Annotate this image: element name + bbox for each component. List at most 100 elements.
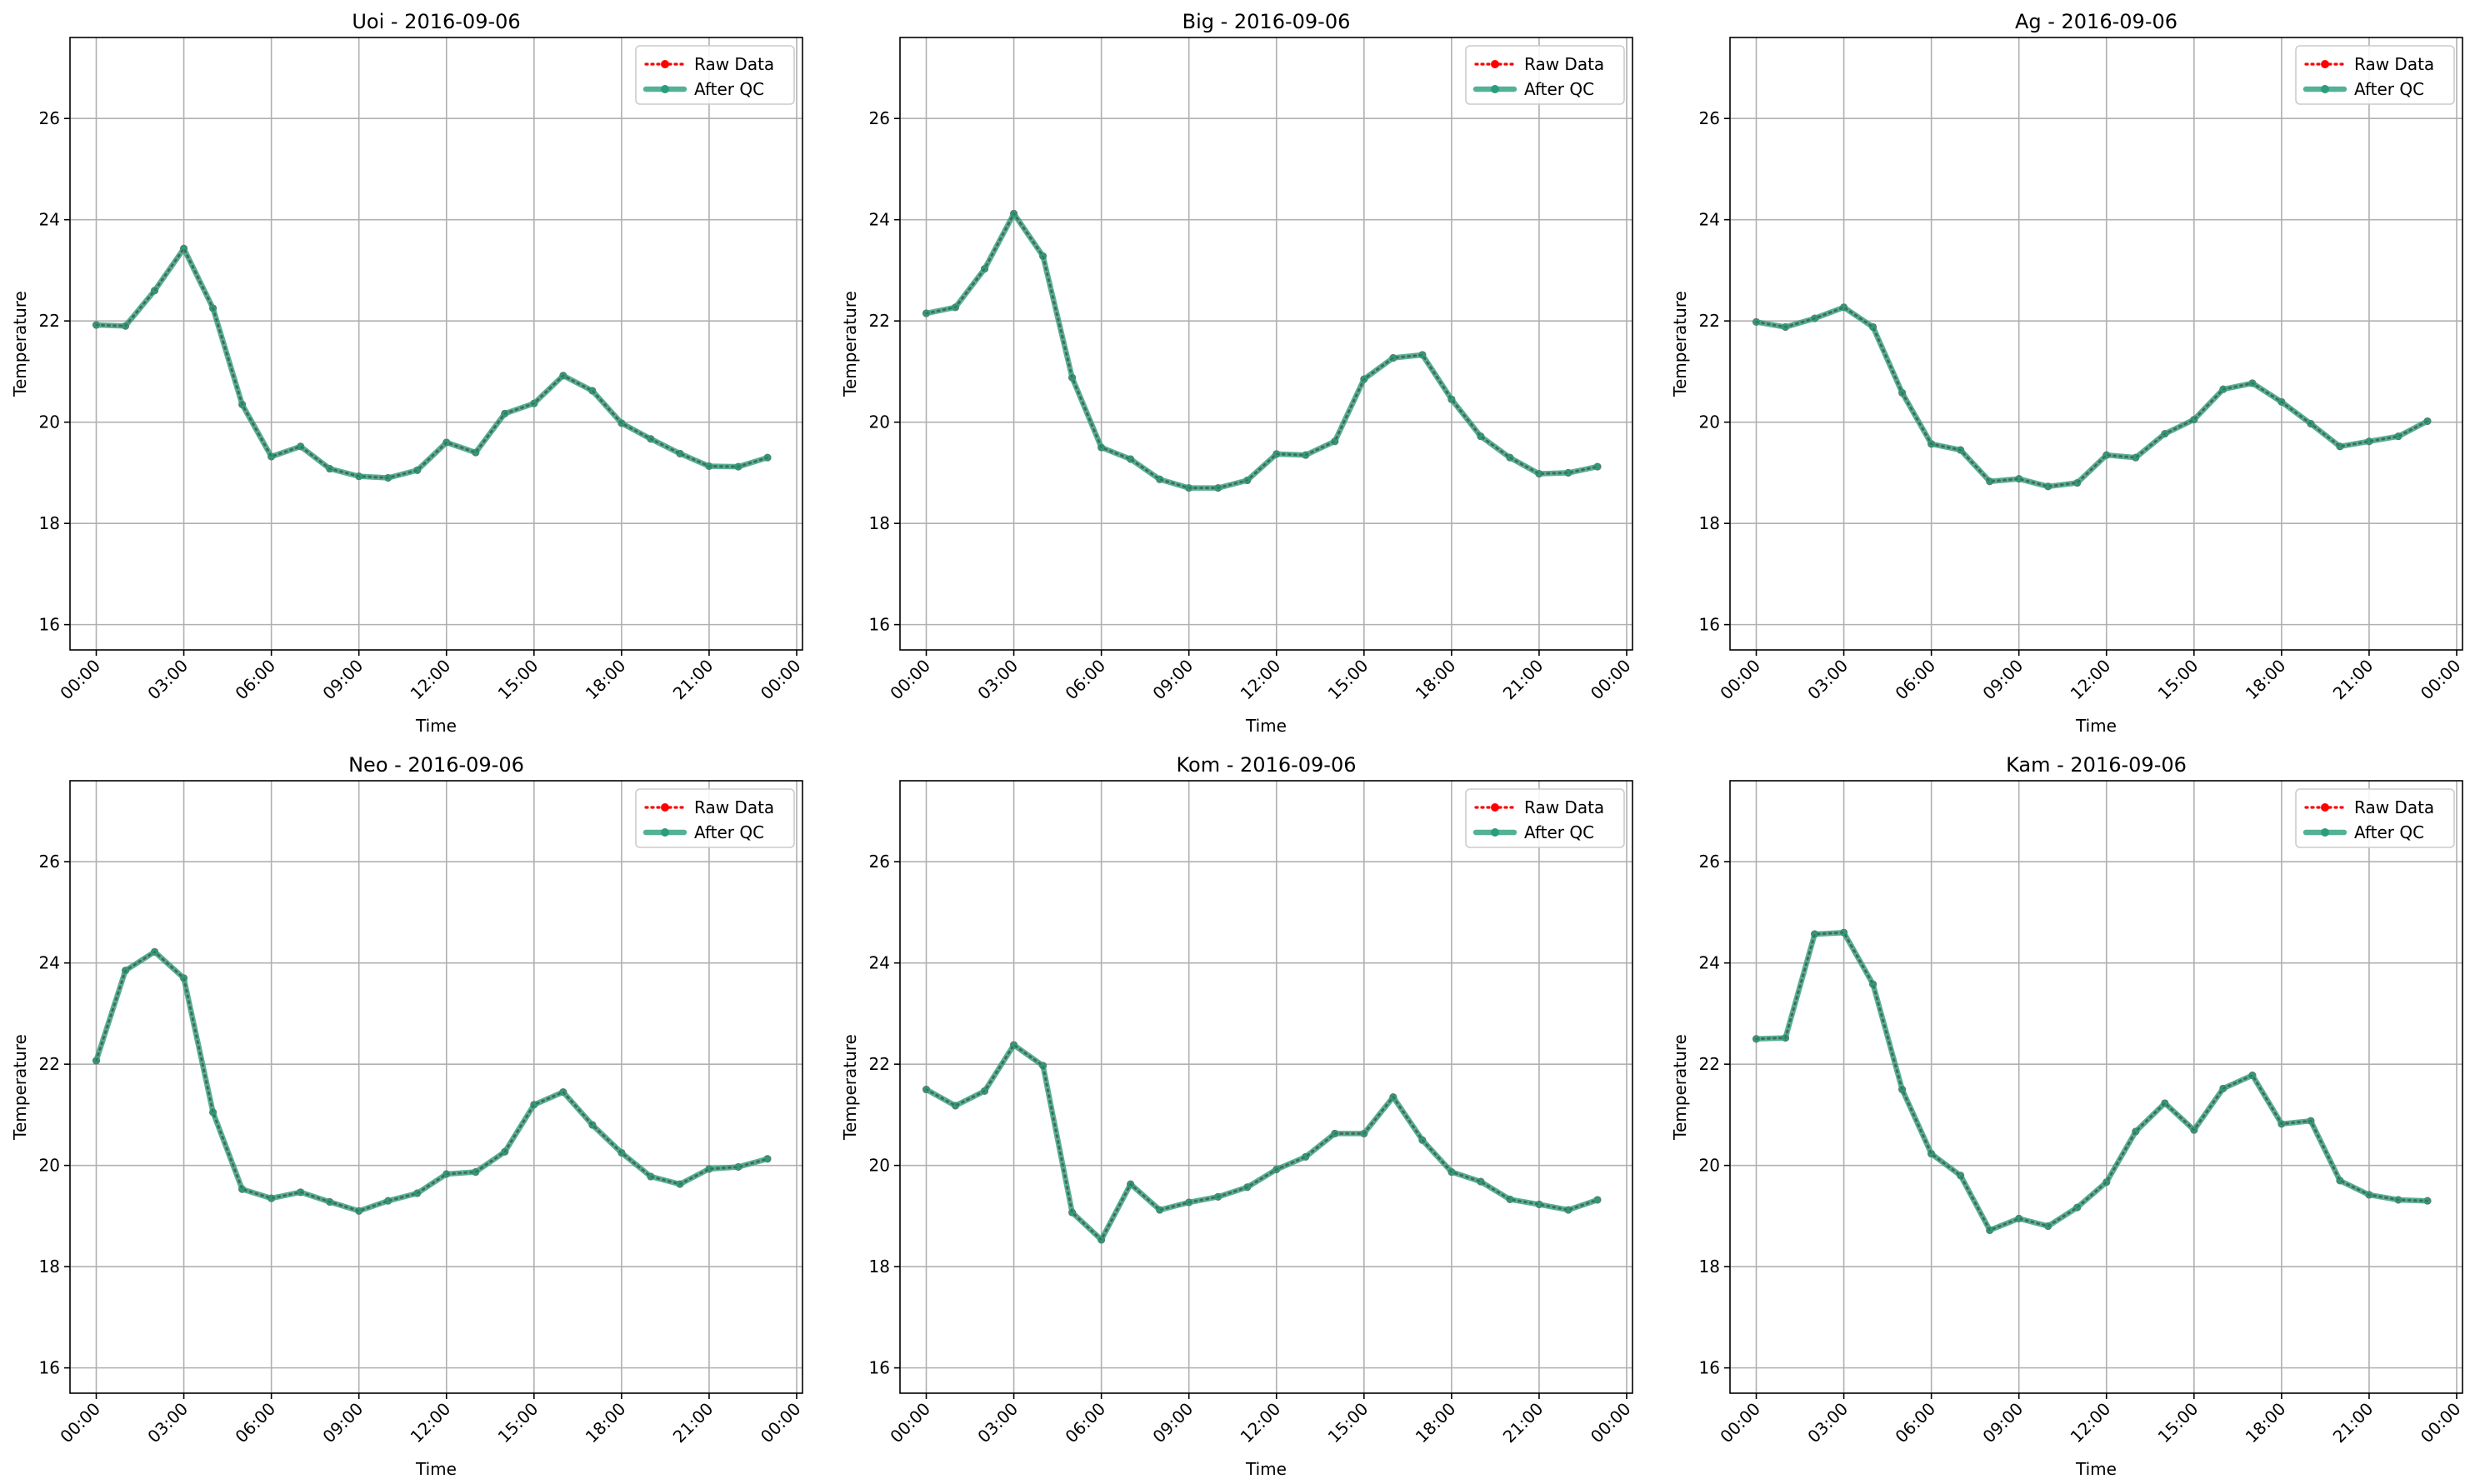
data-point-after-qc bbox=[1564, 468, 1572, 477]
subplot-title: Big - 2016-09-06 bbox=[1182, 10, 1351, 33]
subplot-2: 00:00 03:00 06:00 09:00 12:00 15:00 18:00 21:00… bbox=[840, 10, 1635, 736]
y-tick-label: 26 bbox=[39, 108, 60, 128]
x-tick-label: 15:00 bbox=[494, 1399, 542, 1447]
subplot-title: Kom - 2016-09-06 bbox=[1177, 753, 1357, 777]
x-tick-label: 15:00 bbox=[1324, 1399, 1372, 1447]
x-tick-label: 06:00 bbox=[231, 656, 279, 704]
data-point-after-qc bbox=[1593, 462, 1602, 471]
x-tick-label: 03:00 bbox=[1803, 656, 1852, 704]
legend: Raw Data After QC bbox=[1465, 788, 1625, 848]
axes-frame bbox=[1729, 780, 2463, 1394]
x-tick-label: 00:00 bbox=[757, 656, 805, 704]
data-point-after-qc bbox=[384, 1197, 392, 1205]
legend-marker-raw-data bbox=[2321, 60, 2329, 68]
legend-marker-after-qc bbox=[661, 828, 669, 837]
legend-marker-after-qc bbox=[2321, 828, 2329, 837]
legend: Raw Data After QC bbox=[1465, 45, 1625, 105]
legend-marker-raw-data bbox=[1491, 803, 1499, 812]
legend-label-raw-data: Raw Data bbox=[694, 54, 774, 74]
y-tick-label: 26 bbox=[869, 108, 890, 128]
legend-label-raw-data: Raw Data bbox=[1524, 54, 1604, 74]
y-tick-label: 18 bbox=[1699, 513, 1720, 533]
x-tick-label: 06:00 bbox=[1891, 656, 1939, 704]
x-tick-label: 12:00 bbox=[2067, 1399, 2115, 1447]
y-axis-label: Temperature bbox=[840, 291, 860, 397]
x-tick-label: 00:00 bbox=[56, 1399, 104, 1447]
x-tick-label: 21:00 bbox=[1499, 1399, 1548, 1447]
data-point-after-qc bbox=[2015, 475, 2023, 483]
x-tick-label: 06:00 bbox=[1061, 1399, 1109, 1447]
legend-label-after-qc: After QC bbox=[2354, 822, 2424, 842]
legend: Raw Data After QC bbox=[2295, 45, 2455, 105]
x-tick-label: 03:00 bbox=[973, 656, 1022, 704]
subplot-title: Neo - 2016-09-06 bbox=[348, 753, 524, 777]
y-tick-label: 26 bbox=[869, 852, 890, 872]
x-tick-label: 12:00 bbox=[407, 1399, 455, 1447]
y-tick-label: 22 bbox=[869, 311, 890, 331]
y-tick-label: 24 bbox=[39, 210, 60, 230]
data-point-after-qc bbox=[2365, 437, 2373, 446]
x-tick-label: 00:00 bbox=[2417, 1399, 2465, 1447]
x-tick-label: 06:00 bbox=[231, 1399, 279, 1447]
subplot-title: Ag - 2016-09-06 bbox=[2015, 10, 2178, 33]
plot-area bbox=[900, 781, 1632, 1393]
x-tick-label: 00:00 bbox=[1716, 656, 1764, 704]
legend-label-after-qc: After QC bbox=[1524, 822, 1594, 842]
plot-area bbox=[70, 781, 802, 1393]
legend-marker-raw-data bbox=[1491, 60, 1499, 68]
data-point-after-qc bbox=[1564, 1206, 1572, 1214]
y-tick-label: 18 bbox=[1699, 1257, 1720, 1277]
y-tick-label: 20 bbox=[39, 1156, 60, 1176]
data-point-after-qc bbox=[952, 1102, 960, 1110]
data-point-after-qc bbox=[2044, 482, 2052, 491]
y-axis-label: Temperature bbox=[10, 1034, 30, 1141]
x-tick-label: 12:00 bbox=[407, 656, 455, 704]
legend-label-raw-data: Raw Data bbox=[2354, 797, 2434, 817]
x-tick-label: 21:00 bbox=[2329, 1399, 2378, 1447]
x-tick-label: 00:00 bbox=[1587, 656, 1635, 704]
axes-frame bbox=[1729, 37, 2463, 651]
x-tick-label: 06:00 bbox=[1061, 656, 1109, 704]
legend-label-after-qc: After QC bbox=[1524, 79, 1594, 99]
legend-marker-raw-data bbox=[661, 803, 669, 812]
series-overlay-dots bbox=[95, 247, 769, 479]
plot-area bbox=[1730, 781, 2462, 1393]
legend-label-after-qc: After QC bbox=[694, 822, 764, 842]
plot-area bbox=[70, 37, 802, 650]
x-axis-label: Time bbox=[415, 1459, 457, 1479]
plot-area bbox=[1730, 37, 2462, 650]
x-tick-label: 00:00 bbox=[2417, 656, 2465, 704]
subplot-3: 00:00 03:00 06:00 09:00 12:00 15:00 18:00 21:00… bbox=[1670, 10, 2465, 736]
y-tick-label: 18 bbox=[39, 513, 60, 533]
x-tick-label: 00:00 bbox=[886, 656, 934, 704]
x-axis-label: Time bbox=[2075, 1459, 2117, 1479]
y-tick-label: 16 bbox=[869, 1358, 890, 1378]
data-point-after-qc bbox=[268, 1194, 276, 1202]
y-tick-label: 18 bbox=[869, 513, 890, 533]
x-tick-label: 18:00 bbox=[1412, 656, 1460, 704]
x-axis-label: Time bbox=[1245, 716, 1287, 736]
data-point-after-qc bbox=[1593, 1196, 1602, 1204]
legend-label-raw-data: Raw Data bbox=[1524, 797, 1604, 817]
y-tick-label: 24 bbox=[869, 210, 890, 230]
series-overlay-dots bbox=[925, 1043, 1599, 1242]
axes-frame bbox=[69, 780, 803, 1394]
subplot-4: 00:00 03:00 06:00 09:00 12:00 15:00 18:00 21:00… bbox=[10, 753, 805, 1479]
y-tick-label: 22 bbox=[869, 1054, 890, 1074]
y-tick-label: 22 bbox=[39, 311, 60, 331]
legend-marker-after-qc bbox=[2321, 85, 2329, 93]
x-tick-label: 12:00 bbox=[1237, 656, 1285, 704]
x-tick-label: 18:00 bbox=[582, 1399, 630, 1447]
x-axis-label: Time bbox=[415, 716, 457, 736]
subplot-6: 00:00 03:00 06:00 09:00 12:00 15:00 18:00 21:00… bbox=[1670, 753, 2465, 1479]
x-tick-label: 09:00 bbox=[1149, 656, 1198, 704]
x-tick-label: 03:00 bbox=[143, 1399, 192, 1447]
y-tick-label: 20 bbox=[869, 1156, 890, 1176]
y-tick-label: 26 bbox=[1699, 108, 1720, 128]
x-tick-label: 15:00 bbox=[2154, 1399, 2202, 1447]
subplot-title: Kam - 2016-09-06 bbox=[2006, 753, 2187, 777]
legend-marker-after-qc bbox=[1491, 85, 1499, 93]
axes-frame bbox=[69, 37, 803, 651]
series-overlay-dots bbox=[1755, 306, 2429, 487]
